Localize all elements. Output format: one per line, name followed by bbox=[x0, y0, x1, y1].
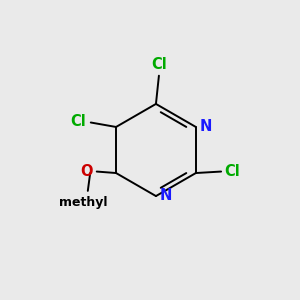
Text: Cl: Cl bbox=[152, 57, 167, 72]
Text: O: O bbox=[80, 164, 93, 179]
Text: Cl: Cl bbox=[225, 164, 240, 179]
Text: N: N bbox=[160, 188, 172, 203]
Text: Cl: Cl bbox=[70, 113, 86, 128]
Text: methyl: methyl bbox=[59, 196, 108, 209]
Text: N: N bbox=[200, 119, 212, 134]
